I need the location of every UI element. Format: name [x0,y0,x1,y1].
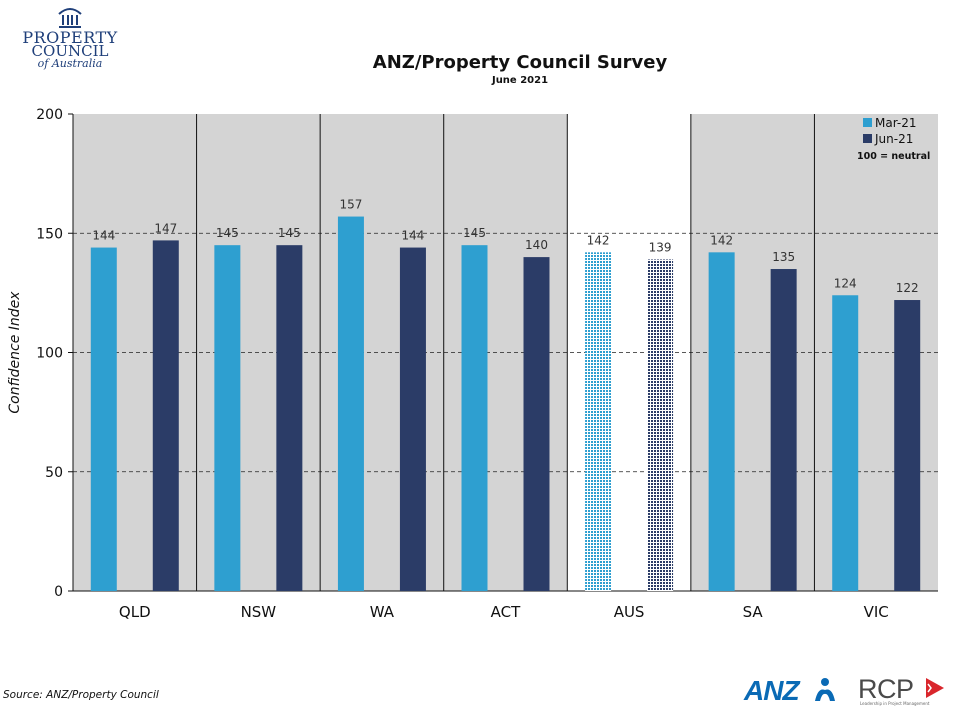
data-label: 145 [463,226,486,240]
x-tick-label: AUS [614,603,645,621]
y-tick-label: 100 [36,346,63,362]
legend-label: Mar-21 [875,116,916,130]
data-label: 124 [834,276,857,290]
source-note: Source: ANZ/Property Council [3,689,159,701]
legend-note: 100 = neutral [857,151,930,162]
data-label: 147 [154,221,177,235]
bar-qld-jun-21 [152,240,179,591]
bar-act-jun-21 [523,257,550,591]
data-label: 145 [216,226,239,240]
bar-wa-mar-21 [337,216,364,591]
data-label: 157 [339,198,362,212]
legend-label: Jun-21 [874,132,913,146]
x-tick-label: ACT [491,603,521,621]
bar-nsw-jun-21 [276,245,303,592]
data-label: 144 [401,229,424,243]
data-label: 139 [649,240,672,254]
property-council-emblem-icon [58,8,82,28]
y-tick-label: 0 [54,584,63,600]
bar-sa-mar-21 [708,252,735,591]
x-tick-label: VIC [864,603,889,621]
bar-qld-mar-21 [90,247,117,591]
data-label: 135 [772,250,795,264]
logo-line-3: of Australia [37,57,103,70]
y-axis-title: Confidence Index [7,291,23,414]
x-tick-label: QLD [119,603,151,621]
bar-sa-jun-21 [770,269,797,591]
bar-act-mar-21 [461,245,488,592]
logo-line-2: COUNCIL [31,42,109,60]
data-label: 142 [587,233,610,247]
data-label: 140 [525,238,548,252]
anz-logo: ANZ [744,675,800,706]
x-tick-label: SA [743,603,764,621]
x-tick-label: NSW [241,603,277,621]
logo-line-1: PROPERTY [22,28,118,47]
bar-aus-jun-21 [647,259,674,591]
rcp-logo: RCP [858,674,914,704]
bar-nsw-mar-21 [214,245,241,592]
chart-title: ANZ/Property Council Survey [372,52,668,73]
y-tick-label: 200 [36,107,63,123]
data-label: 142 [710,233,733,247]
data-label: 145 [278,226,301,240]
bar-vic-mar-21 [832,295,859,591]
data-label: 122 [896,281,919,295]
data-label: 144 [92,229,115,243]
rcp-arrow-icon [926,678,944,698]
y-tick-label: 150 [36,226,63,242]
rcp-tagline: Leadership in Project Management [860,701,930,706]
x-tick-label: WA [370,603,395,621]
bar-vic-jun-21 [894,300,921,591]
property-council-logo: PROPERTY COUNCIL of Australia [14,4,126,76]
legend-swatch [863,118,872,127]
bar-aus-mar-21 [585,252,612,591]
y-tick-label: 50 [45,465,63,481]
chart-subtitle: June 2021 [491,75,549,86]
bar-wa-jun-21 [399,247,426,591]
anz-people-icon [815,678,835,701]
legend-swatch [863,134,872,143]
